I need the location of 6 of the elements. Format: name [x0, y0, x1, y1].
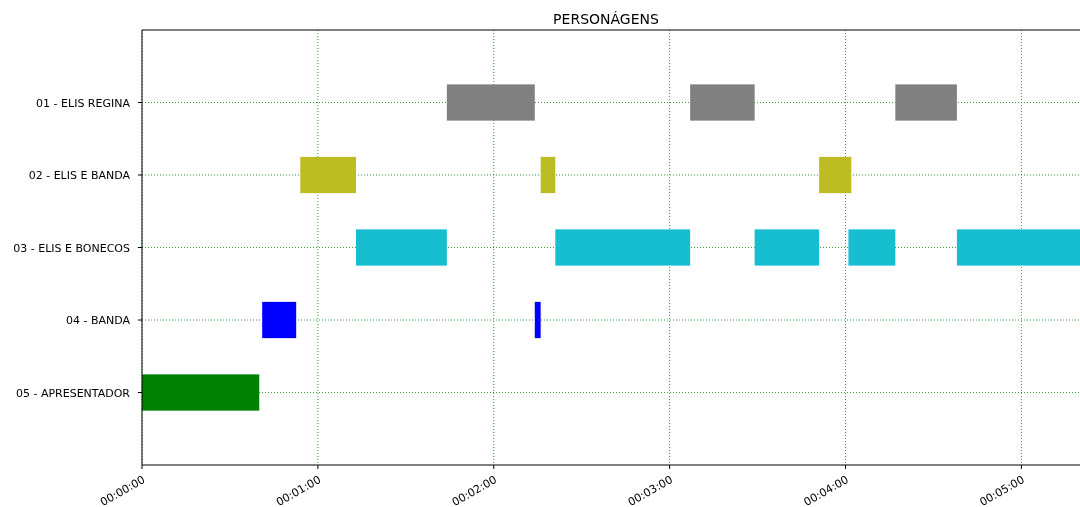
y-tick-label: 02 - ELIS E BANDA	[28, 169, 131, 182]
y-tick-label: 04 - BANDA	[65, 314, 131, 327]
y-tick-label: 03 - ELIS E BONECOS	[13, 241, 130, 255]
y-tick-label: 05 - APRESENTADOR	[15, 386, 131, 400]
chart-title: PERSONÁGENS	[553, 11, 659, 27]
y-tick-label: 01 - ELIS REGINA	[36, 96, 131, 110]
